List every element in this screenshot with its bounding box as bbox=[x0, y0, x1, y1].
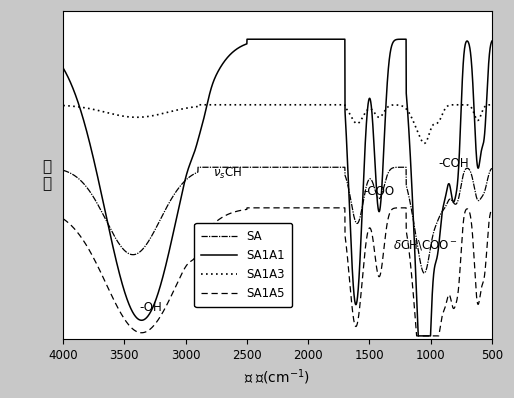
SA1A5 bbox=[489, 207, 495, 212]
SA1A5 bbox=[224, 213, 230, 217]
SA1A1 bbox=[224, 56, 230, 60]
SA bbox=[413, 232, 419, 237]
SA1A1 bbox=[138, 318, 144, 323]
SA bbox=[489, 166, 495, 171]
SA1A3 bbox=[195, 102, 201, 107]
SA bbox=[224, 165, 230, 170]
Line: SA1A3: SA1A3 bbox=[63, 105, 492, 143]
SA1A5 bbox=[339, 205, 345, 210]
Text: -COH: -COH bbox=[438, 157, 469, 170]
SA1A1 bbox=[413, 271, 419, 275]
SA bbox=[339, 165, 345, 170]
SA1A5 bbox=[138, 330, 144, 335]
SA1A5 bbox=[414, 334, 420, 338]
SA1A1 bbox=[317, 37, 323, 42]
Legend: SA, SA1A1, SA1A3, SA1A5: SA, SA1A1, SA1A3, SA1A5 bbox=[194, 223, 292, 307]
Line: SA1A1: SA1A1 bbox=[63, 39, 492, 336]
Line: SA: SA bbox=[63, 167, 492, 273]
SA bbox=[317, 165, 323, 170]
SA1A3 bbox=[317, 102, 323, 107]
SA1A5 bbox=[244, 205, 250, 210]
Text: $δ$CH\COO$^-$: $δ$CH\COO$^-$ bbox=[393, 238, 457, 252]
SA bbox=[421, 271, 427, 275]
SA1A3 bbox=[138, 115, 144, 119]
X-axis label: 波 数(cm$^{-1}$): 波 数(cm$^{-1}$) bbox=[245, 367, 310, 387]
SA1A1 bbox=[339, 37, 345, 42]
SA1A3 bbox=[421, 141, 428, 146]
SA1A1 bbox=[489, 39, 495, 43]
SA1A5 bbox=[60, 217, 66, 221]
SA1A1 bbox=[380, 161, 386, 166]
Text: $ν$$_{s}$CH: $ν$$_{s}$CH bbox=[213, 166, 242, 181]
SA bbox=[138, 248, 144, 253]
SA1A3 bbox=[60, 103, 66, 108]
SA1A3 bbox=[224, 102, 230, 107]
SA bbox=[60, 168, 66, 173]
SA1A1 bbox=[60, 66, 66, 70]
Line: SA1A5: SA1A5 bbox=[63, 208, 492, 336]
SA1A3 bbox=[380, 111, 386, 116]
SA1A3 bbox=[339, 102, 345, 107]
SA1A1 bbox=[244, 37, 250, 42]
SA1A3 bbox=[489, 102, 495, 107]
SA1A3 bbox=[413, 125, 419, 129]
SA bbox=[380, 187, 386, 192]
Text: -COO: -COO bbox=[363, 185, 394, 198]
Text: -OH: -OH bbox=[139, 301, 162, 314]
Y-axis label: 强
度: 强 度 bbox=[42, 159, 51, 191]
SA1A1 bbox=[415, 334, 421, 338]
SA1A5 bbox=[317, 205, 323, 210]
SA bbox=[195, 165, 201, 170]
SA1A5 bbox=[413, 322, 419, 326]
SA1A5 bbox=[380, 254, 386, 258]
